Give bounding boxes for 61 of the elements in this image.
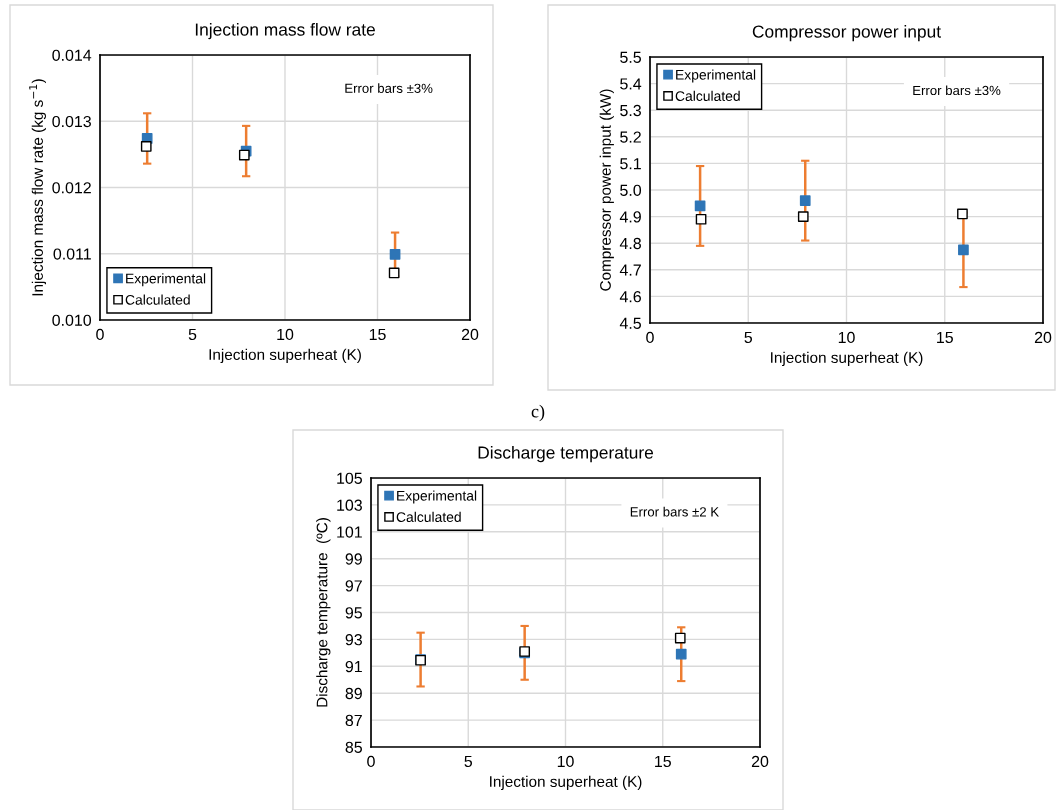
x-tick-label: 10	[277, 328, 294, 341]
y-tick-label: 93	[345, 634, 362, 646]
x-tick-label: 0	[96, 328, 104, 341]
y-tick-label: 87	[345, 714, 362, 727]
y-tick-label: 5.1	[620, 158, 641, 170]
y-tick-label: 91	[345, 660, 362, 673]
legend-label: Calculated	[675, 90, 740, 101]
legend-label: Calculated	[125, 294, 190, 305]
chart-title: Compressor power input	[752, 24, 941, 42]
x-tick-label: 20	[1034, 331, 1052, 344]
x-tick-label: 0	[646, 331, 654, 344]
y-tick-label: 99	[345, 553, 362, 565]
annotation: Error bars ±3%	[913, 85, 1001, 96]
legend-label: Experimental	[397, 490, 477, 504]
x-tick-label: 10	[838, 331, 855, 344]
y-axis-title: Discharge temperature (ºC)	[316, 518, 331, 707]
legend-label: Calculated	[396, 511, 461, 522]
y-tick-label: 0.011	[53, 248, 91, 260]
y-axis-title: Compressor power input (kW)	[599, 89, 614, 291]
x-tick-label: 20	[461, 328, 479, 341]
y-tick-label: 85	[345, 741, 362, 753]
y-tick-label: 4.6	[619, 291, 641, 303]
y-tick-label: 0.013	[52, 115, 91, 128]
text: c)	[531, 404, 545, 422]
y-tick-label: 5.5	[620, 51, 641, 63]
annotation: Error bars ±2 K	[630, 506, 719, 517]
y-tick-label: 5.3	[620, 104, 641, 117]
x-tick-label: 10	[557, 755, 574, 768]
y-tick-label: 4.5	[619, 317, 641, 329]
x-axis-title: Injection superheat (K)	[771, 351, 923, 367]
y-tick-label: 105	[337, 472, 362, 484]
x-axis-title: Injection superheat (K)	[490, 775, 642, 791]
x-tick-label: 5	[744, 331, 753, 344]
x-tick-label: 15	[655, 755, 671, 768]
y-tick-label: 97	[345, 580, 362, 592]
y-tick-label: 95	[345, 607, 362, 619]
y-tick-label: 0.014	[52, 49, 92, 61]
y-tick-label: 5.2	[620, 131, 641, 143]
x-tick-label: 20	[751, 755, 769, 768]
y-tick-label: 103	[337, 499, 362, 511]
y-tick-label: 4.7	[619, 264, 641, 276]
x-tick-label: 15	[937, 331, 953, 344]
y-tick-label: 101	[337, 526, 362, 538]
chart-title: Discharge temperature	[478, 445, 654, 463]
y-tick-label: 5.4	[620, 78, 642, 90]
chart-title: Injection mass flow rate	[195, 22, 375, 40]
x-axis-title: Injection superheat (K)	[209, 348, 361, 364]
y-tick-label: 0.012	[52, 182, 91, 194]
y-tick-label: 89	[345, 687, 362, 700]
y-tick-label: 4.8	[619, 237, 641, 250]
y-tick-label: 5.0	[620, 184, 642, 196]
annotation: Error bars ±3%	[345, 83, 433, 93]
y-axis-title: Injection mass flow rate (kg s$^{−1}$)	[29, 79, 46, 296]
legend-label: Experimental	[676, 69, 756, 83]
x-tick-label: 15	[369, 328, 386, 341]
y-tick-label: 4.9	[619, 211, 641, 223]
y-tick-label: 0.010	[52, 314, 92, 326]
x-tick-label: 5	[464, 755, 473, 768]
x-tick-label: 5	[188, 328, 197, 341]
legend-label: Experimental	[126, 273, 206, 287]
x-tick-label: 0	[367, 755, 375, 768]
